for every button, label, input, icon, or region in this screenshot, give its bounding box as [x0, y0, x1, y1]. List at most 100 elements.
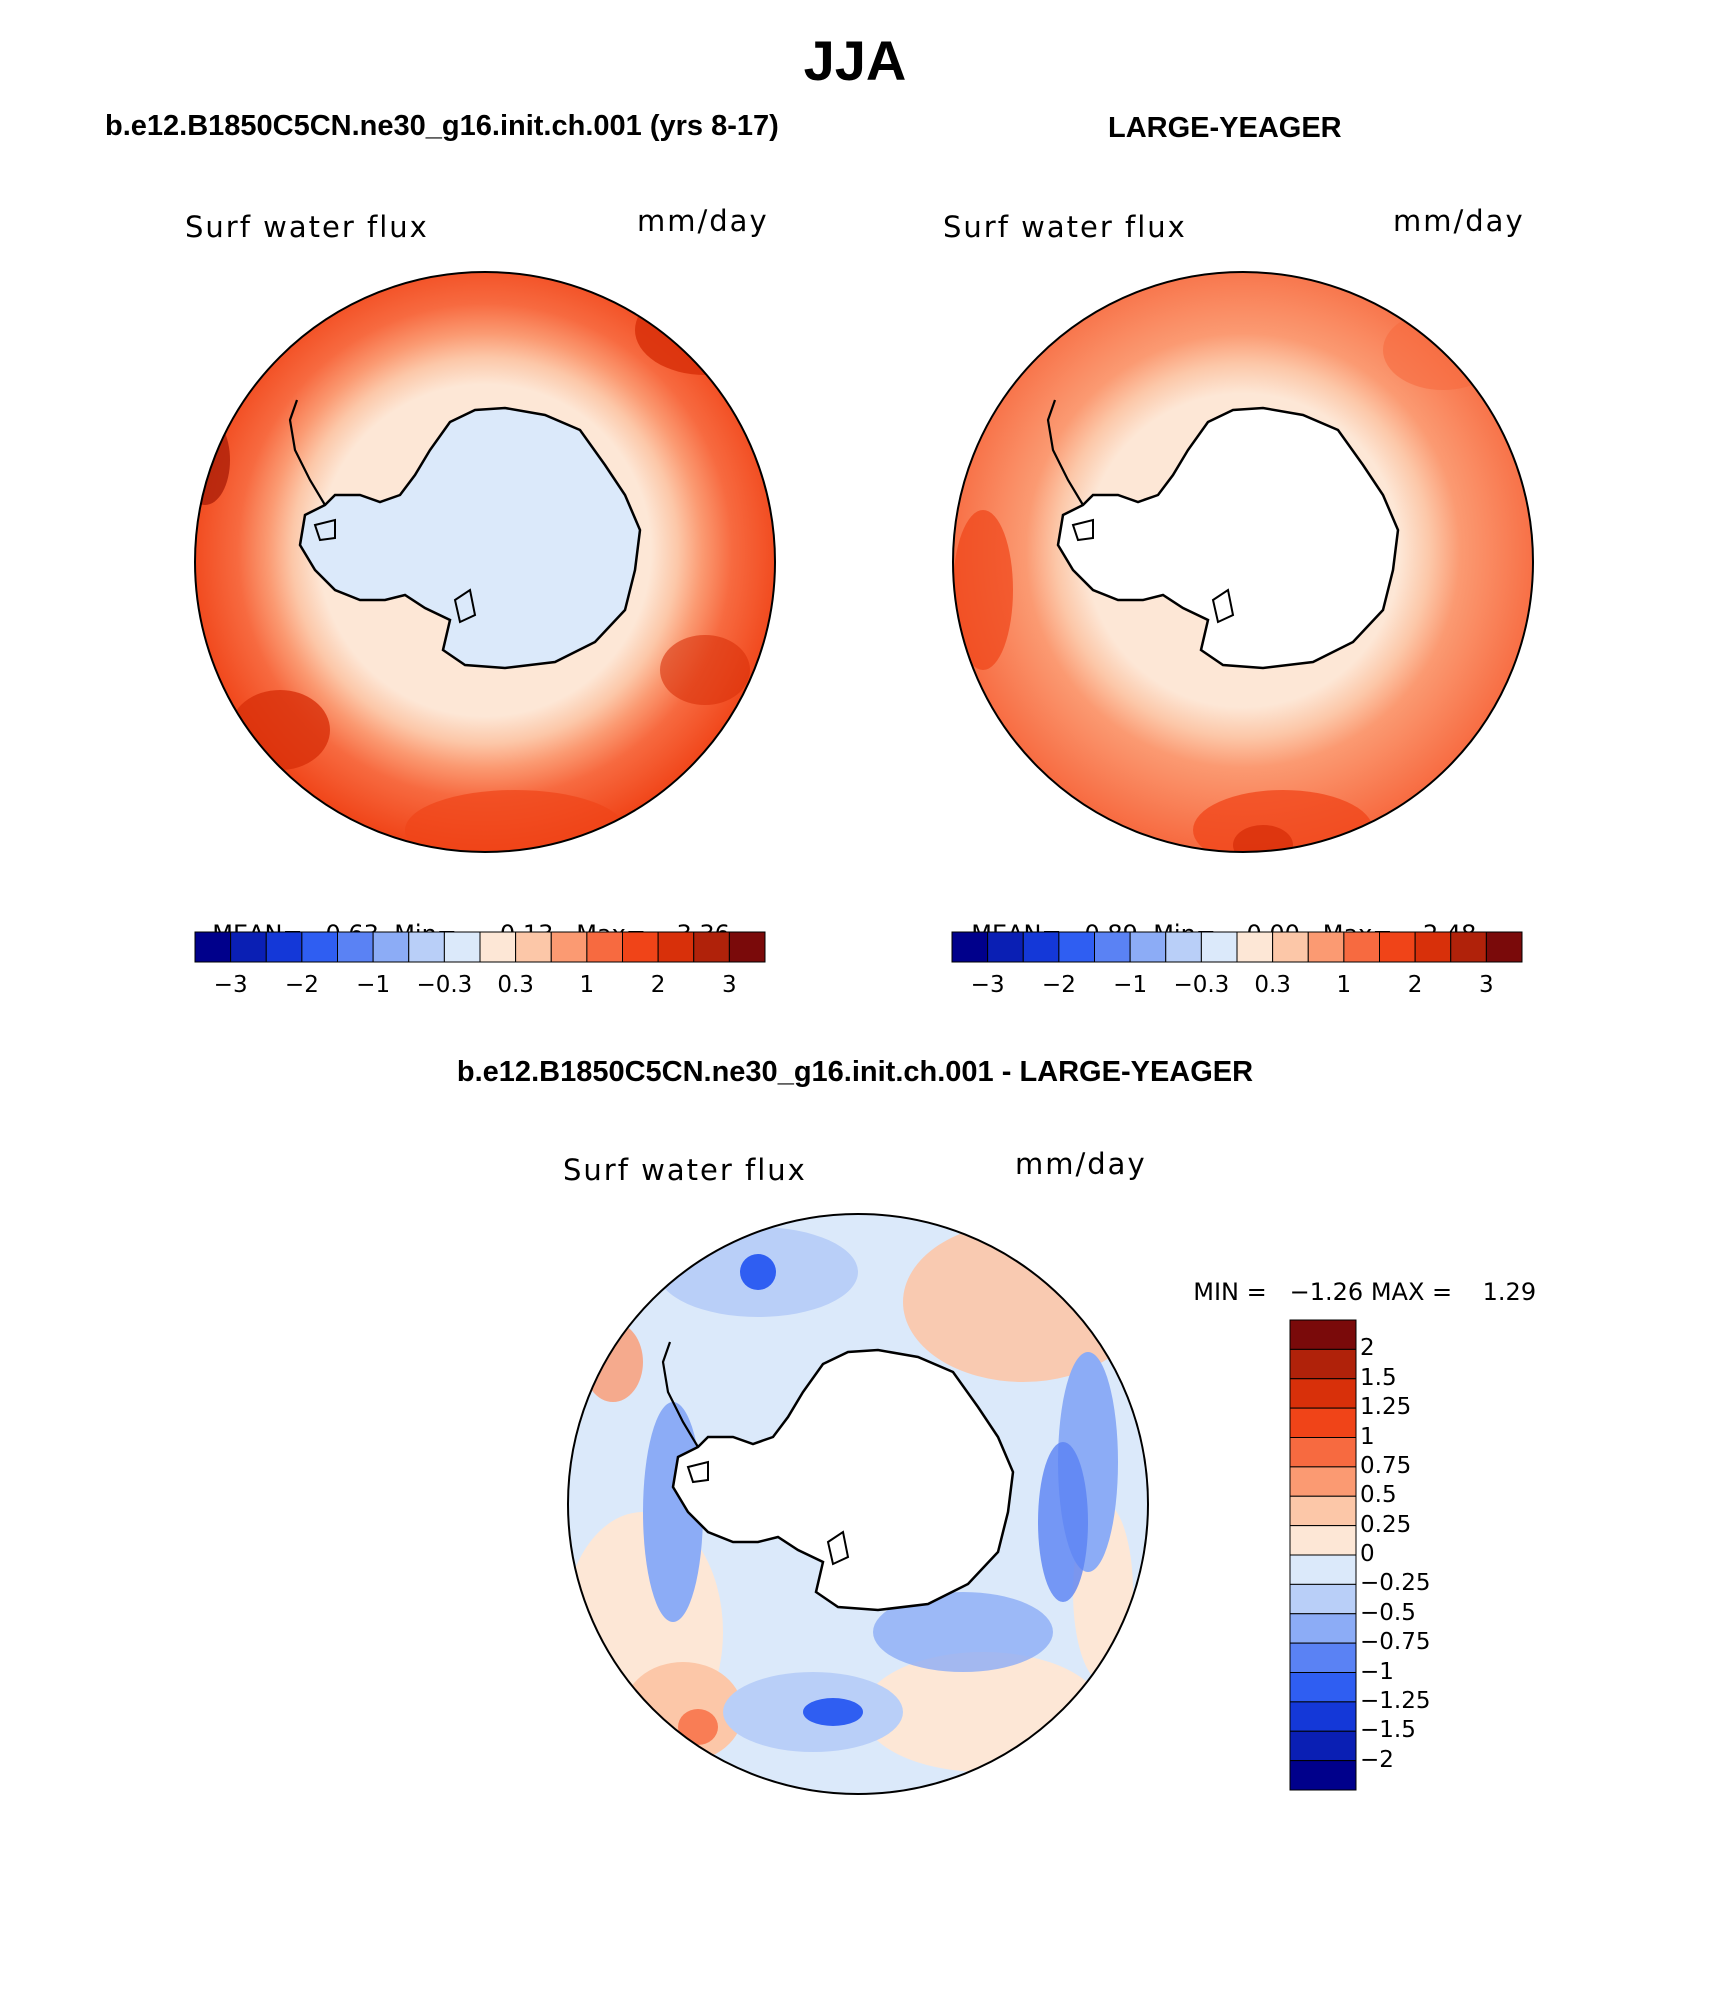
- colorbar-tick-label: 3: [1479, 972, 1494, 998]
- diff-colorbar-swatch: [1289, 1407, 1357, 1438]
- diff-variable-label: Surf water flux: [563, 1153, 807, 1187]
- diff-colorbar-swatch: [1289, 1348, 1357, 1380]
- diff-colorbar-swatch: [1289, 1730, 1357, 1762]
- diff-colorbar-label: −0.25: [1360, 1570, 1431, 1597]
- colorbar-swatch: [301, 931, 338, 963]
- colorbar-tick-label: −1: [1113, 972, 1148, 998]
- colorbar-tick-label: −0.3: [416, 972, 473, 998]
- colorbar-swatch: [622, 931, 659, 963]
- colorbar-swatch: [1485, 931, 1523, 963]
- antarctica-landmass: [1056, 406, 1400, 670]
- colorbar-swatch: [1272, 931, 1309, 963]
- colorbar-swatch: [657, 931, 695, 963]
- right-polar-map: [952, 271, 1534, 853]
- left-units-label: mm/day: [637, 204, 769, 238]
- diff-colorbar-label: −0.75: [1360, 1629, 1431, 1656]
- colorbar-swatch: [1129, 931, 1167, 963]
- diff-colorbar-label: −2: [1360, 1746, 1394, 1773]
- right-units-label: mm/day: [1393, 204, 1525, 238]
- colorbar-swatch: [951, 931, 989, 963]
- colorbar-tick-label: −3: [970, 972, 1005, 998]
- antarctica-landmass: [671, 1348, 1015, 1612]
- diff-colorbar-label: 1: [1360, 1423, 1375, 1450]
- left-variable-label: Surf water flux: [185, 210, 429, 244]
- diff-colorbar-label: −1: [1360, 1658, 1394, 1685]
- colorbar-tick-label: 0.3: [497, 972, 534, 998]
- colorbar-swatch: [1307, 931, 1345, 963]
- diff-colorbar-swatch: [1289, 1554, 1357, 1585]
- colorbar-swatch: [1450, 931, 1487, 963]
- diff-colorbar-swatch: [1289, 1525, 1357, 1556]
- right-colorbar: [951, 931, 1523, 963]
- diff-colorbar-label: 2: [1360, 1335, 1375, 1362]
- colorbar-swatch: [408, 931, 445, 963]
- diff-minmax: MIN = −1.26 MAX = 1.29: [1193, 1278, 1537, 1306]
- diff-colorbar-label: −1.5: [1360, 1717, 1416, 1744]
- diff-colorbar-swatch: [1289, 1672, 1357, 1703]
- colorbar-swatch: [1200, 931, 1238, 963]
- colorbar-swatch: [1165, 931, 1202, 963]
- colorbar-swatch: [479, 931, 517, 963]
- colorbar-tick-label: 2: [650, 972, 666, 998]
- colorbar-swatch: [987, 931, 1024, 963]
- diff-colorbar-swatch: [1289, 1760, 1357, 1791]
- colorbar-swatch: [1022, 931, 1060, 963]
- diff-colorbar-swatch: [1289, 1437, 1357, 1468]
- colorbar-tick-label: −1: [356, 972, 391, 998]
- colorbar-tick-label: −0.3: [1173, 972, 1230, 998]
- colorbar-swatch: [1379, 931, 1416, 963]
- colorbar-swatch: [586, 931, 623, 963]
- diff-units-label: mm/day: [1015, 1147, 1147, 1181]
- diff-colorbar-label: 0.75: [1360, 1452, 1412, 1479]
- right-colorbar-ticks: −3 −2 −1 −0.3 0.3 1 2 3: [952, 972, 1522, 1002]
- diff-colorbar-swatch: [1289, 1583, 1357, 1615]
- diff-colorbar-label: 1.25: [1360, 1394, 1412, 1421]
- diff-colorbar-label: 0.25: [1360, 1511, 1412, 1538]
- left-polar-map: [194, 271, 776, 853]
- diff-colorbar-label: 0.5: [1360, 1482, 1397, 1509]
- left-colorbar: [194, 931, 766, 963]
- colorbar-tick-label: −3: [213, 972, 248, 998]
- diff-colorbar-label: −0.5: [1360, 1599, 1416, 1626]
- left-colorbar-ticks: −3 −2 −1 −0.3 0.3 1 2 3: [195, 972, 765, 1002]
- colorbar-tick-label: 1: [579, 972, 595, 998]
- colorbar-swatch: [372, 931, 410, 963]
- page-title: JJA: [803, 29, 907, 92]
- diff-colorbar-swatch: [1289, 1642, 1357, 1673]
- colorbar-swatch: [1414, 931, 1452, 963]
- diff-polar-map: [567, 1213, 1149, 1795]
- right-variable-label: Surf water flux: [943, 210, 1187, 244]
- colorbar-swatch: [1094, 931, 1131, 963]
- diff-colorbar-label: 0: [1360, 1541, 1375, 1567]
- colorbar-swatch: [443, 931, 481, 963]
- colorbar-swatch: [1236, 931, 1274, 963]
- colorbar-tick-label: 3: [722, 972, 737, 998]
- colorbar-swatch: [1343, 931, 1380, 963]
- diff-colorbar-label: −1.25: [1360, 1687, 1431, 1714]
- diff-colorbar-label: 1.5: [1360, 1364, 1397, 1391]
- colorbar-swatch: [230, 931, 267, 963]
- colorbar-tick-label: −2: [284, 972, 319, 998]
- colorbar-swatch: [550, 931, 588, 963]
- diff-colorbar: [1289, 1319, 1357, 1791]
- colorbar-swatch: [265, 931, 303, 963]
- colorbar-swatch: [337, 931, 374, 963]
- diff-colorbar-swatch: [1289, 1319, 1357, 1350]
- colorbar-swatch: [728, 931, 766, 963]
- diff-colorbar-swatch: [1289, 1701, 1357, 1732]
- colorbar-tick-label: −2: [1041, 972, 1076, 998]
- antarctica-landmass: [298, 406, 642, 670]
- colorbar-swatch: [693, 931, 730, 963]
- diff-colorbar-labels: 2 1.5 1.25 1 0.75 0.5 0.25 0 −0.25 −0.5 −0.75 −1 −1.…: [1360, 1320, 1480, 1790]
- colorbar-tick-label: 2: [1407, 972, 1423, 998]
- diff-colorbar-swatch: [1289, 1613, 1357, 1644]
- colorbar-swatch: [1058, 931, 1095, 963]
- diff-colorbar-swatch: [1289, 1466, 1357, 1497]
- right-panel-case-title: LARGE-YEAGER: [1108, 112, 1342, 144]
- diff-colorbar-swatch: [1289, 1495, 1357, 1527]
- colorbar-tick-label: 1: [1336, 972, 1352, 998]
- colorbar-swatch: [194, 931, 232, 963]
- colorbar-tick-label: 0.3: [1254, 972, 1291, 998]
- colorbar-swatch: [515, 931, 552, 963]
- diff-colorbar-swatch: [1289, 1378, 1357, 1409]
